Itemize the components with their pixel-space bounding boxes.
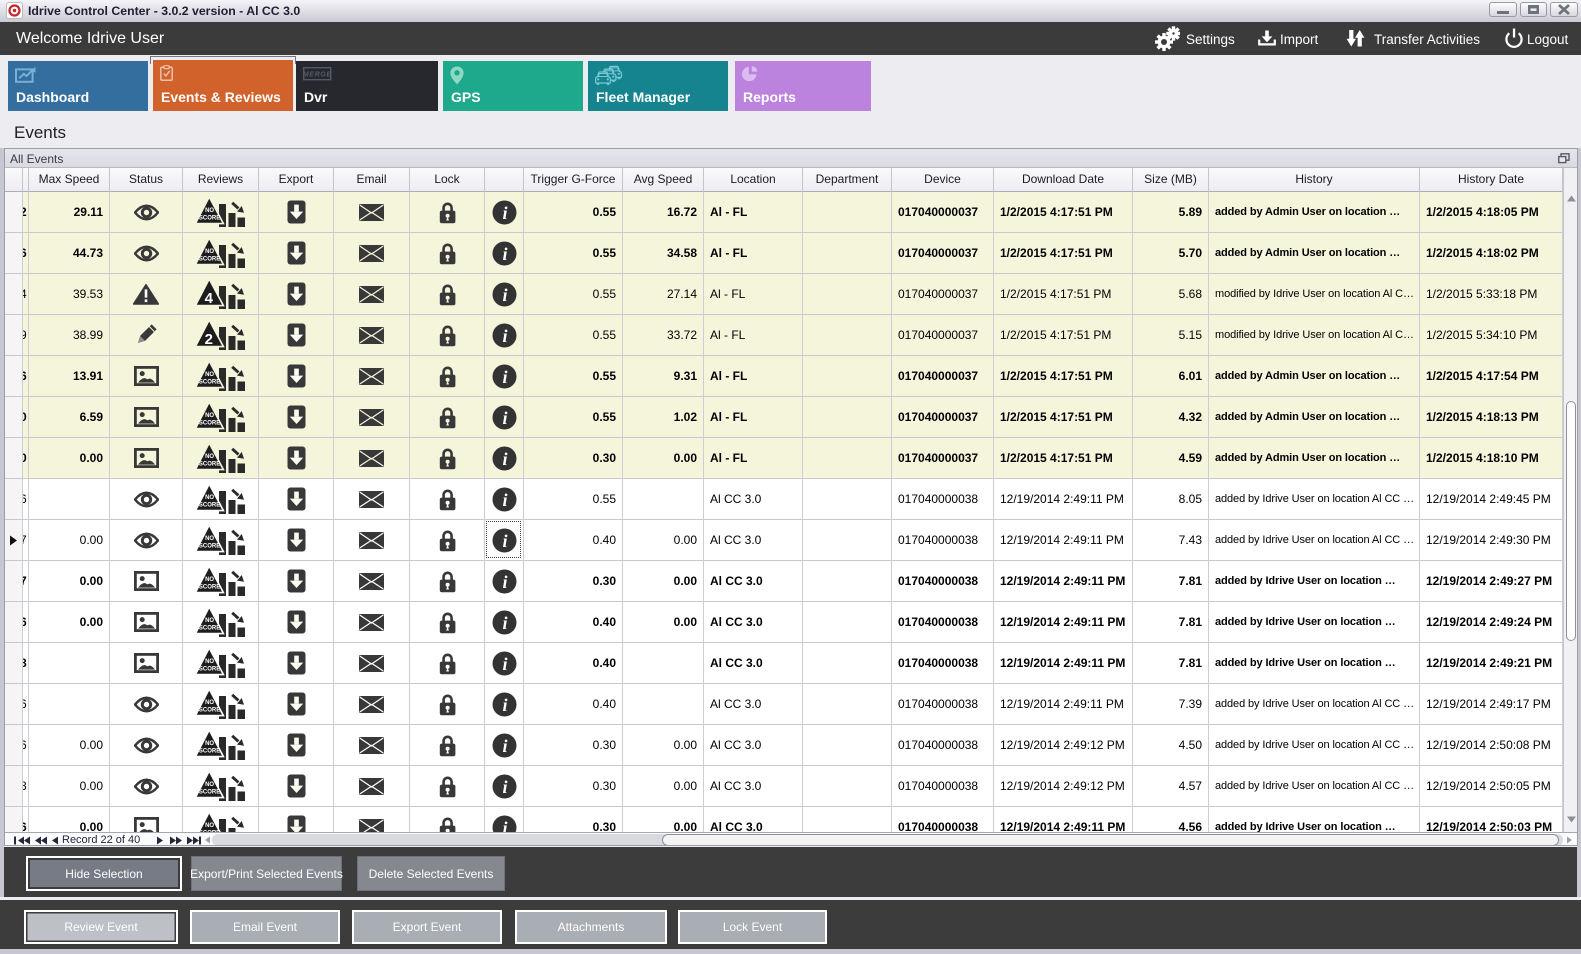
svg-text:SCORE: SCORE (199, 708, 220, 714)
svg-text:NO: NO (205, 823, 214, 829)
svg-text:i: i (502, 203, 507, 223)
svg-text:SCORE: SCORE (199, 380, 220, 386)
svg-text:NO: NO (205, 372, 214, 378)
svg-text:i: i (502, 326, 507, 346)
svg-text:NO: NO (205, 413, 214, 419)
svg-text:NO: NO (205, 659, 214, 665)
svg-text:i: i (502, 244, 507, 264)
svg-text:i: i (502, 613, 507, 633)
svg-text:NO: NO (205, 536, 214, 542)
svg-text:SCORE: SCORE (199, 667, 220, 673)
svg-text:NO: NO (205, 249, 214, 255)
svg-text:i: i (502, 695, 507, 715)
svg-text:NO: NO (205, 577, 214, 583)
svg-text:NO: NO (205, 495, 214, 501)
svg-text:NO: NO (205, 700, 214, 706)
svg-text:SCORE: SCORE (199, 421, 220, 427)
svg-text:i: i (502, 654, 507, 674)
svg-text:NO: NO (205, 618, 214, 624)
svg-text:i: i (502, 818, 507, 838)
svg-text:i: i (502, 285, 507, 305)
svg-text:i: i (502, 572, 507, 592)
svg-text:SCORE: SCORE (199, 462, 220, 468)
svg-text:SCORE: SCORE (199, 503, 220, 509)
svg-text:NO: NO (205, 782, 214, 788)
svg-text:i: i (502, 367, 507, 387)
svg-text:SCORE: SCORE (199, 544, 220, 550)
svg-text:i: i (502, 736, 507, 756)
svg-text:SCORE: SCORE (199, 585, 220, 591)
svg-text:NO: NO (205, 208, 214, 214)
svg-text:SCORE: SCORE (199, 790, 220, 796)
svg-text:i: i (502, 777, 507, 797)
svg-text:SCORE: SCORE (199, 749, 220, 755)
svg-text:4: 4 (205, 290, 214, 307)
svg-text:NO: NO (205, 454, 214, 460)
svg-text:i: i (502, 408, 507, 428)
svg-text:MERGE: MERGE (303, 70, 332, 79)
svg-text:NO: NO (205, 741, 214, 747)
svg-text:i: i (502, 449, 507, 469)
svg-text:SCORE: SCORE (199, 257, 220, 263)
svg-text:SCORE: SCORE (199, 626, 220, 632)
svg-text:SCORE: SCORE (199, 216, 220, 222)
svg-text:2: 2 (205, 331, 213, 348)
svg-text:i: i (502, 531, 507, 551)
svg-text:i: i (502, 490, 507, 510)
